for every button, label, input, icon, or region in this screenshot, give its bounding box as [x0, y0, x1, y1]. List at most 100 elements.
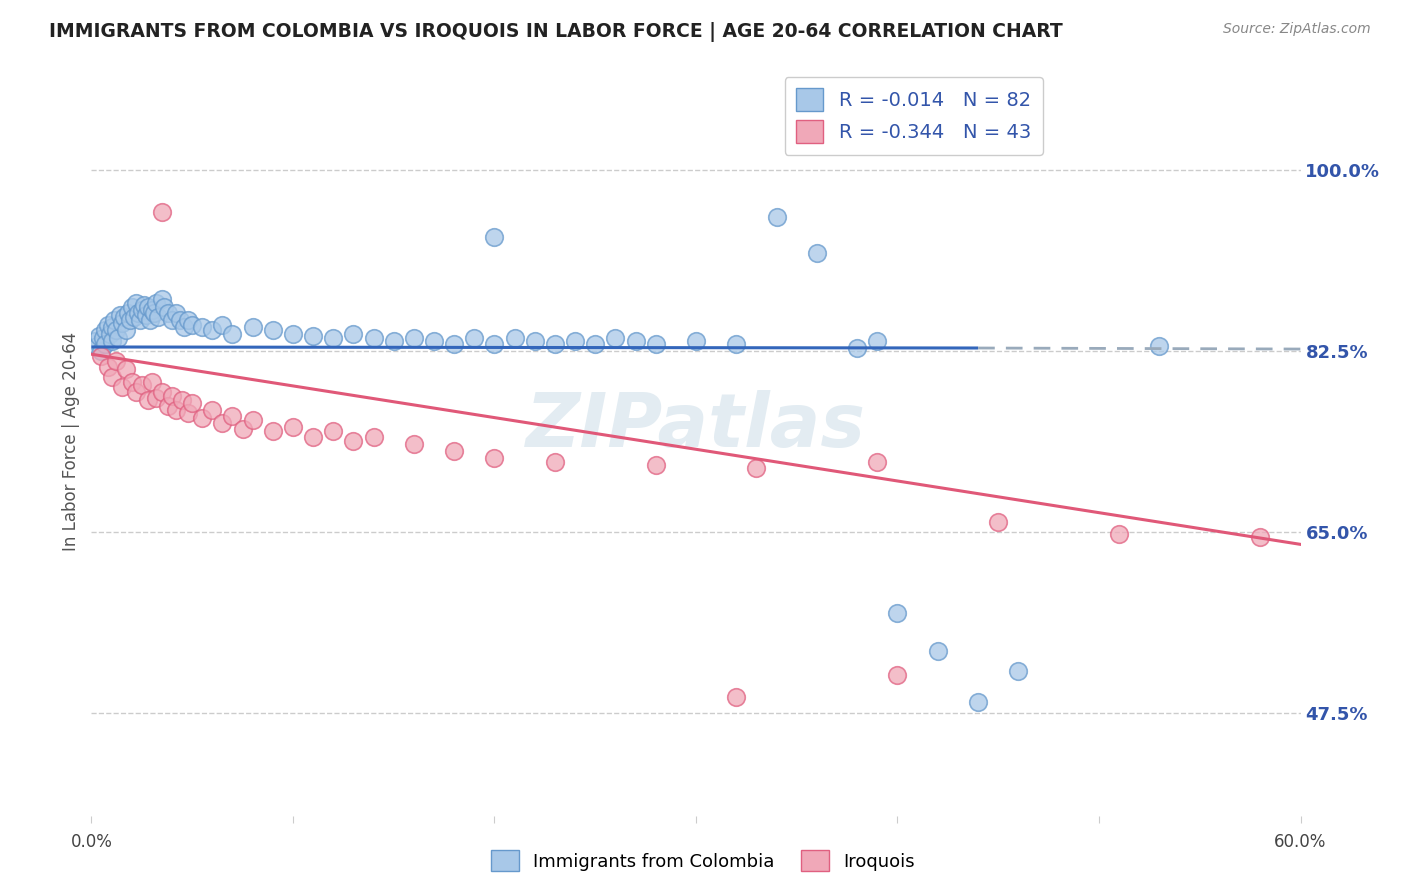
Point [172, 392, 194, 407]
Point [114, 323, 136, 337]
Point [402, 437, 425, 451]
Point [725, 690, 748, 705]
Point [624, 334, 647, 348]
Point [886, 606, 908, 620]
Point [191, 411, 214, 425]
Point [463, 331, 485, 345]
Point [153, 300, 176, 314]
Point [322, 331, 344, 345]
Point [583, 337, 606, 351]
Point [443, 444, 465, 458]
Point [1108, 527, 1130, 541]
Point [302, 430, 325, 444]
Point [564, 334, 586, 348]
Point [84, 334, 107, 348]
Point [363, 430, 385, 444]
Point [221, 326, 243, 341]
Y-axis label: In Labor Force | Age 20-64: In Labor Force | Age 20-64 [62, 332, 80, 551]
Point [201, 403, 224, 417]
Point [423, 334, 446, 348]
Point [927, 644, 949, 658]
Point [644, 337, 666, 351]
Point [523, 334, 546, 348]
Point [96, 359, 118, 374]
Point [987, 515, 1010, 529]
Point [342, 434, 364, 448]
Point [122, 310, 145, 324]
Text: Source: ZipAtlas.com: Source: ZipAtlas.com [1223, 22, 1371, 37]
Point [104, 354, 127, 368]
Point [302, 328, 325, 343]
Point [132, 297, 155, 311]
Point [745, 461, 768, 475]
Point [211, 318, 233, 333]
Point [160, 313, 183, 327]
Point [127, 306, 149, 320]
Point [967, 696, 990, 710]
Text: IMMIGRANTS FROM COLOMBIA VS IROQUOIS IN LABOR FORCE | AGE 20-64 CORRELATION CHAR: IMMIGRANTS FROM COLOMBIA VS IROQUOIS IN … [49, 22, 1063, 42]
Point [100, 334, 122, 348]
Point [191, 320, 214, 334]
Point [111, 316, 132, 330]
Point [121, 300, 143, 314]
Point [100, 320, 122, 334]
Point [118, 313, 141, 327]
Point [135, 308, 157, 322]
Point [108, 308, 131, 322]
Point [150, 204, 173, 219]
Point [112, 310, 135, 324]
Point [846, 341, 869, 355]
Point [866, 334, 889, 348]
Point [121, 375, 143, 389]
Point [100, 370, 122, 384]
Point [281, 419, 304, 434]
Point [86, 339, 108, 353]
Point [806, 246, 828, 260]
Point [544, 337, 567, 351]
Point [382, 334, 405, 348]
Point [281, 326, 304, 341]
Point [139, 313, 162, 327]
Point [160, 388, 183, 402]
Point [242, 413, 264, 427]
Point [128, 313, 150, 327]
Point [725, 337, 748, 351]
Legend: R = -0.014   N = 82, R = -0.344   N = 43: R = -0.014 N = 82, R = -0.344 N = 43 [785, 77, 1043, 154]
Point [443, 337, 465, 351]
Point [503, 331, 526, 345]
Point [211, 417, 233, 431]
Point [136, 300, 159, 314]
Point [363, 331, 385, 345]
Point [98, 326, 121, 341]
Text: 60.0%: 60.0% [1274, 833, 1327, 851]
Point [150, 385, 173, 400]
Point [484, 450, 506, 465]
Point [141, 375, 163, 389]
Point [117, 306, 139, 320]
Point [173, 320, 195, 334]
Point [322, 424, 344, 438]
Point [111, 380, 132, 394]
Text: ZIPatlas: ZIPatlas [526, 390, 866, 463]
Point [93, 331, 115, 345]
Point [131, 302, 153, 317]
Point [177, 313, 200, 327]
Point [104, 323, 127, 337]
Point [150, 293, 173, 307]
Point [181, 396, 204, 410]
Point [94, 337, 117, 351]
Point [141, 302, 163, 317]
Point [89, 328, 111, 343]
Point [125, 295, 148, 310]
Point [165, 306, 187, 320]
Point [142, 306, 165, 320]
Point [765, 210, 787, 224]
Point [231, 422, 253, 436]
Point [484, 337, 506, 351]
Point [866, 455, 889, 469]
Point [177, 406, 200, 420]
Point [90, 349, 112, 363]
Point [136, 392, 159, 407]
Point [644, 458, 666, 472]
Point [342, 326, 364, 341]
